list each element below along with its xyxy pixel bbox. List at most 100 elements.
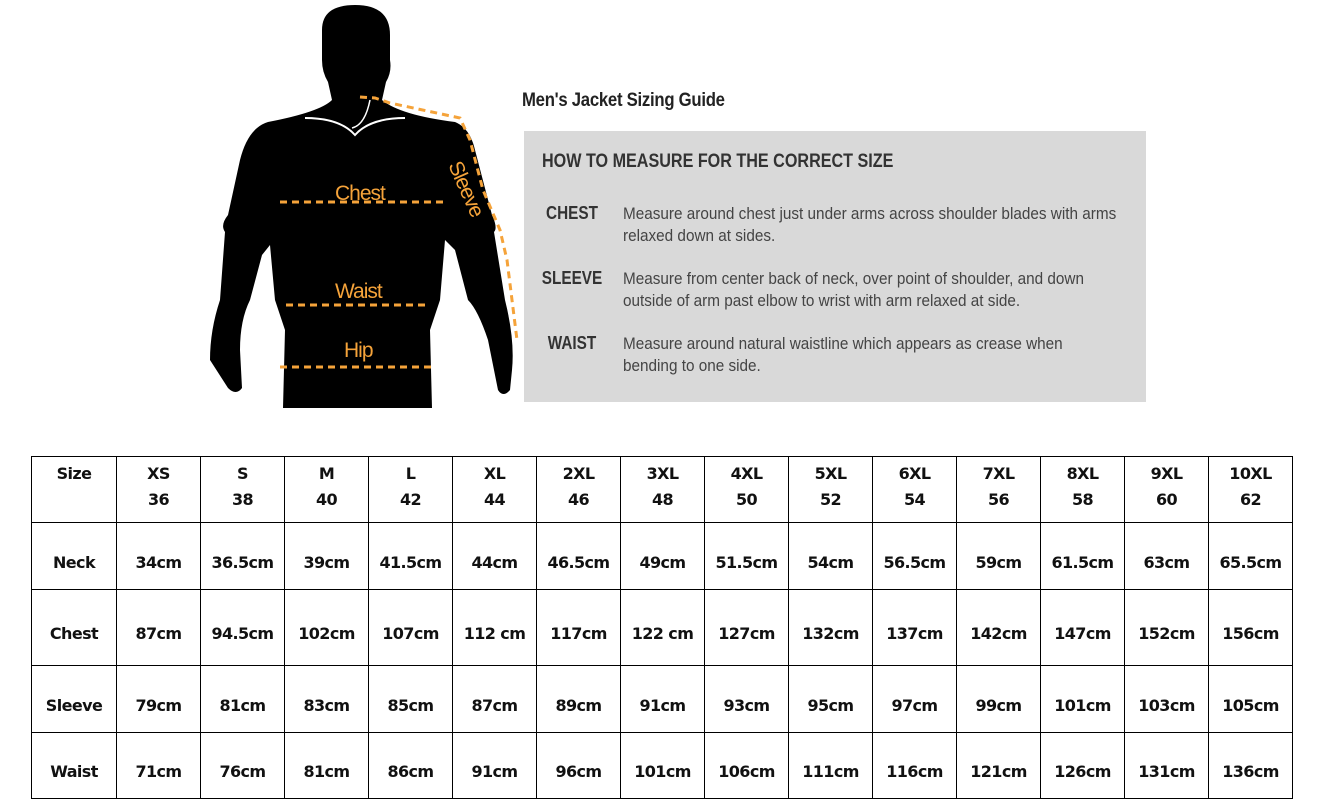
table-cell: 51.5cm xyxy=(704,522,789,590)
size-letter: 3XL xyxy=(646,464,679,483)
table-row: Neck 34cm 36.5cm 39cm 41.5cm 44cm 46.5cm 49cm 51… xyxy=(31,522,1293,590)
table-cell: 91cm xyxy=(452,732,537,799)
size-letter: 9XL xyxy=(1150,464,1183,483)
table-cell: 87cm xyxy=(116,589,201,666)
table-cell: 61.5cm xyxy=(1040,522,1125,590)
table-cell: 71cm xyxy=(116,732,201,799)
size-chart-table: Size XS 36 S 38 M 40 L 42 XL 44 2XL 46 3XL 48 4XL 50 5XL 5… xyxy=(31,456,1293,799)
size-letter: XL xyxy=(483,464,506,483)
table-cell: 127cm xyxy=(704,589,789,666)
neck-line xyxy=(351,99,371,129)
size-header-cell: 2XL 46 xyxy=(536,456,621,523)
table-cell: 91cm xyxy=(620,665,705,733)
size-letter: 8XL xyxy=(1066,464,1099,483)
table-cell: 136cm xyxy=(1208,732,1293,799)
waist-label: Waist xyxy=(335,280,383,303)
table-cell: 152cm xyxy=(1124,589,1209,666)
table-cell: 59cm xyxy=(956,522,1041,590)
size-header-cell: 9XL 60 xyxy=(1124,456,1209,523)
size-letter: 2XL xyxy=(562,464,595,483)
table-cell: 101cm xyxy=(620,732,705,799)
table-cell: 93cm xyxy=(704,665,789,733)
size-number: 50 xyxy=(735,490,758,509)
guide-heading: HOW TO MEASURE FOR THE CORRECT SIZE xyxy=(542,151,894,172)
table-cell: 34cm xyxy=(116,522,201,590)
size-letter: 5XL xyxy=(814,464,847,483)
table-row: Chest 87cm 94.5cm 102cm 107cm 112 cm 117cm 122 … xyxy=(31,589,1293,666)
size-number: 36 xyxy=(147,490,170,509)
table-cell: 54cm xyxy=(788,522,873,590)
table-cell: 122 cm xyxy=(620,589,705,666)
size-header-cell: S 38 xyxy=(200,456,285,523)
guide-desc: Measure around chest just under arms acr… xyxy=(623,204,1117,245)
size-header-cell: 10XL 62 xyxy=(1208,456,1293,523)
size-header-cell: L 42 xyxy=(368,456,453,523)
table-cell: 137cm xyxy=(872,589,957,666)
table-cell: 142cm xyxy=(956,589,1041,666)
table-cell: 112 cm xyxy=(452,589,537,666)
table-cell: 156cm xyxy=(1208,589,1293,666)
row-label: Neck xyxy=(31,522,117,590)
table-row: Sleeve 79cm 81cm 83cm 85cm 87cm 89cm 91cm 93cm 95… xyxy=(31,665,1293,733)
size-number: 40 xyxy=(315,490,338,509)
guide-desc: Measure around natural waistline which a… xyxy=(623,334,1063,375)
table-cell: 105cm xyxy=(1208,665,1293,733)
table-cell: 89cm xyxy=(536,665,621,733)
size-header-cell: 5XL 52 xyxy=(788,456,873,523)
silhouette xyxy=(210,5,513,408)
table-cell: 111cm xyxy=(788,732,873,799)
table-cell: 99cm xyxy=(956,665,1041,733)
table-row: Waist 71cm 76cm 81cm 86cm 91cm 96cm 101cm 106cm 1… xyxy=(31,732,1293,799)
size-header-cell: M 40 xyxy=(284,456,369,523)
size-letter: XS xyxy=(147,464,170,483)
size-letter: S xyxy=(237,464,249,483)
table-cell: 95cm xyxy=(788,665,873,733)
table-cell: 116cm xyxy=(872,732,957,799)
table-cell: 101cm xyxy=(1040,665,1125,733)
size-number: 58 xyxy=(1071,490,1094,509)
table-cell: 107cm xyxy=(368,589,453,666)
size-header-cell: XL 44 xyxy=(452,456,537,523)
size-number: 60 xyxy=(1155,490,1178,509)
table-cell: 46.5cm xyxy=(536,522,621,590)
table-cell: 102cm xyxy=(284,589,369,666)
table-cell: 65.5cm xyxy=(1208,522,1293,590)
table-cell: 103cm xyxy=(1124,665,1209,733)
size-header-cell: 3XL 48 xyxy=(620,456,705,523)
size-header-label: Size xyxy=(31,456,117,523)
table-cell: 121cm xyxy=(956,732,1041,799)
table-cell: 126cm xyxy=(1040,732,1125,799)
size-number: 52 xyxy=(819,490,842,509)
guide-term: SLEEVE xyxy=(541,268,603,288)
table-cell: 87cm xyxy=(452,665,537,733)
table-cell: 63cm xyxy=(1124,522,1209,590)
size-letter: 6XL xyxy=(898,464,931,483)
size-number: 46 xyxy=(567,490,590,509)
size-header-cell: 8XL 58 xyxy=(1040,456,1125,523)
table-cell: 39cm xyxy=(284,522,369,590)
size-header-cell: 7XL 56 xyxy=(956,456,1041,523)
size-header-row: Size XS 36 S 38 M 40 L 42 XL 44 2XL 46 3XL 48 4XL 50 5XL 5… xyxy=(31,456,1293,523)
size-header-cell: XS 36 xyxy=(116,456,201,523)
size-letter: 10XL xyxy=(1229,464,1272,483)
table-cell: 131cm xyxy=(1124,732,1209,799)
page-title: Men's Jacket Sizing Guide xyxy=(522,90,725,111)
table-cell: 56.5cm xyxy=(872,522,957,590)
row-label: Chest xyxy=(31,589,117,666)
table-cell: 41.5cm xyxy=(368,522,453,590)
guide-term: CHEST xyxy=(546,203,598,223)
table-cell: 85cm xyxy=(368,665,453,733)
size-letter: L xyxy=(405,464,416,483)
table-cell: 36.5cm xyxy=(200,522,285,590)
size-number: 48 xyxy=(651,490,674,509)
size-header-cell: 4XL 50 xyxy=(704,456,789,523)
hip-label: Hip xyxy=(344,339,373,362)
row-label: Sleeve xyxy=(31,665,117,733)
chest-label: Chest xyxy=(335,182,386,205)
table-cell: 117cm xyxy=(536,589,621,666)
table-cell: 132cm xyxy=(788,589,873,666)
size-number: 38 xyxy=(231,490,254,509)
size-number: 42 xyxy=(399,490,422,509)
table-cell: 81cm xyxy=(200,665,285,733)
measure-guide-box: HOW TO MEASURE FOR THE CORRECT SIZE CHES… xyxy=(524,131,1146,402)
